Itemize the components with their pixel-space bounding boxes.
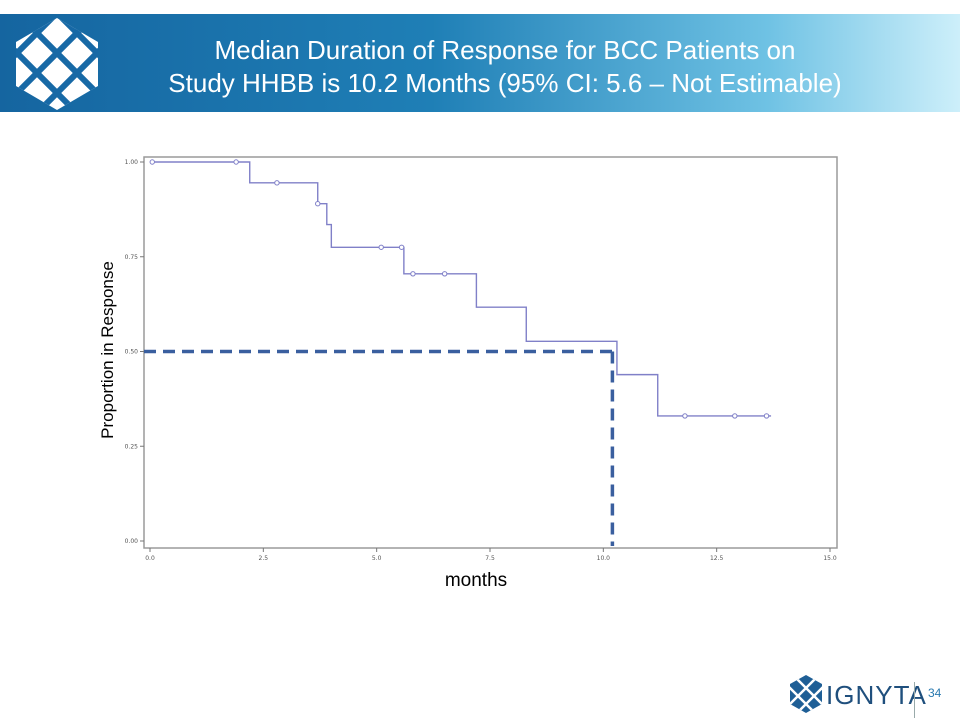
y-tick-label: 0.50 [125, 349, 139, 356]
censor-marker [732, 413, 738, 419]
x-tick-label: 0.0 [145, 555, 155, 562]
header-banner: Median Duration of Response for BCC Pati… [0, 14, 960, 112]
y-tick-label: 0.00 [125, 538, 139, 545]
censor-marker [682, 413, 688, 419]
slide-title: Median Duration of Response for BCC Pati… [110, 34, 900, 100]
y-tick-label: 0.75 [125, 254, 139, 261]
ignyta-lattice-icon [8, 14, 106, 112]
x-tick-label: 12.5 [710, 555, 724, 562]
censor-marker [410, 271, 416, 277]
title-line-1: Median Duration of Response for BCC Pati… [214, 35, 796, 65]
x-tick-label: 5.0 [372, 555, 382, 562]
censor-marker [149, 159, 155, 165]
censor-marker [378, 244, 384, 250]
x-tick-label: 7.5 [485, 555, 495, 562]
brand-name: IGNYTA [826, 680, 927, 710]
censor-marker [441, 271, 448, 277]
censor-marker [274, 180, 280, 186]
footer-logo-icon [788, 674, 918, 718]
x-tick-label: 15.0 [823, 555, 837, 562]
censor-marker [233, 159, 239, 165]
x-tick-label: 2.5 [259, 555, 269, 562]
y-tick-label: 1.00 [125, 159, 139, 166]
censor-marker [398, 244, 405, 250]
x-axis-label: months [444, 570, 508, 591]
footer-divider [914, 682, 915, 718]
title-line-2: Study HHBB is 10.2 Months (95% CI: 5.6 –… [168, 68, 842, 98]
censor-marker [315, 200, 321, 207]
x-tick-label: 10.0 [597, 555, 611, 562]
page-number: 34 [928, 686, 942, 700]
censor-marker [763, 413, 770, 419]
y-tick-label: 0.25 [125, 443, 139, 450]
survival-curve [150, 161, 772, 417]
